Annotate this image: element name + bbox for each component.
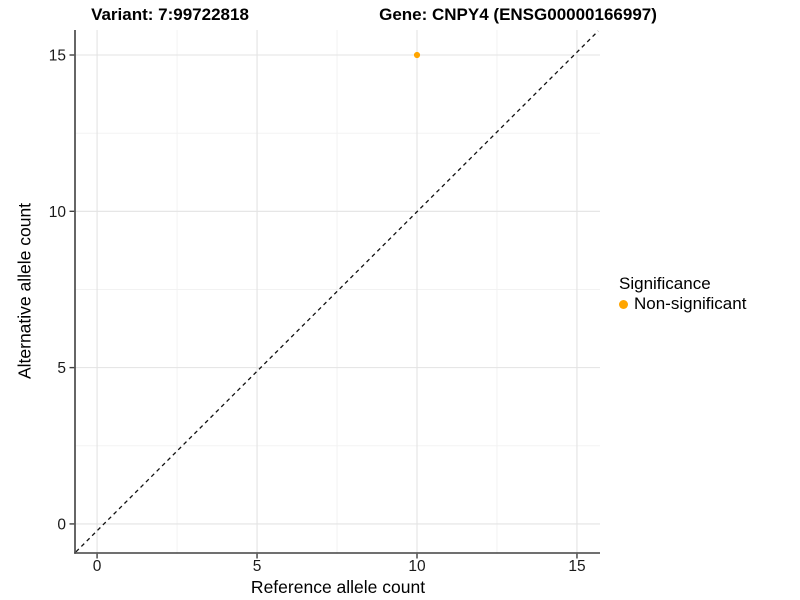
legend-title: Significance bbox=[619, 274, 711, 293]
y-axis-title: Alternative allele count bbox=[14, 202, 35, 380]
legend-point-icon bbox=[619, 299, 628, 309]
x-tick-label: 0 bbox=[93, 558, 102, 575]
legend-item-label: Non-significant bbox=[634, 294, 747, 313]
legend-item: Non-significant bbox=[619, 295, 746, 313]
x-tick-label: 15 bbox=[568, 558, 585, 575]
gene-title: Gene: CNPY4 (ENSG00000166997) bbox=[379, 5, 657, 24]
x-tick-label: 10 bbox=[408, 558, 426, 575]
variant-title: Variant: 7:99722818 bbox=[91, 5, 249, 24]
data-point bbox=[413, 51, 421, 59]
y-tick-label: 15 bbox=[49, 48, 66, 65]
x-axis-title: Reference allele count bbox=[250, 577, 426, 597]
y-tick-label: 0 bbox=[57, 516, 66, 533]
x-tick-label: 5 bbox=[253, 558, 262, 575]
legend: Significance Non-significant bbox=[619, 275, 746, 313]
y-tick-label: 10 bbox=[49, 204, 67, 221]
y-tick-label: 5 bbox=[57, 360, 66, 377]
identity-line bbox=[75, 30, 599, 553]
